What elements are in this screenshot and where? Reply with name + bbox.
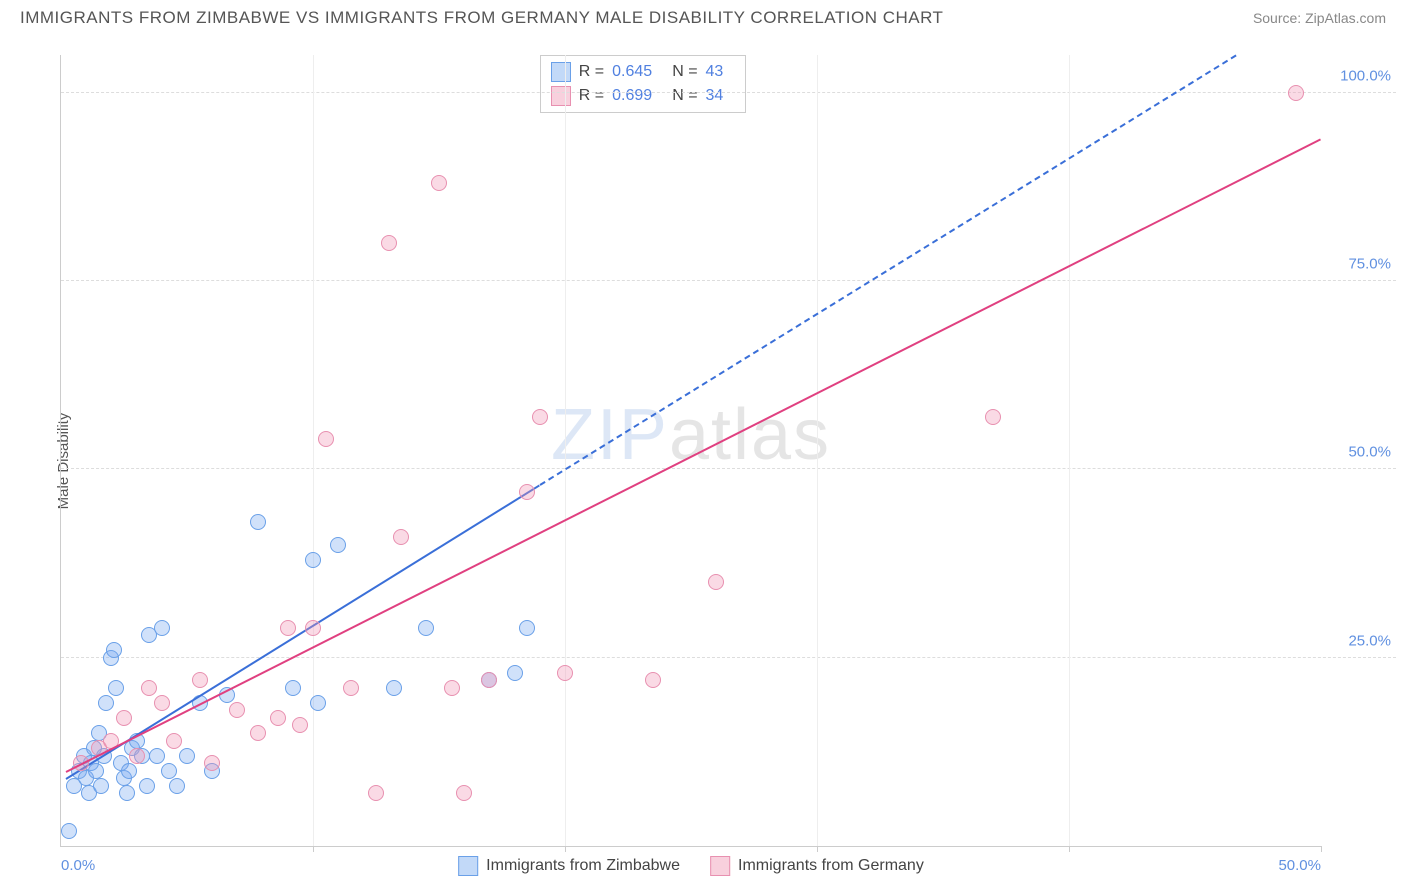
- gridline-h: [61, 280, 1396, 281]
- data-point: [106, 642, 122, 658]
- legend-swatch: [551, 62, 571, 82]
- data-point: [61, 823, 77, 839]
- plot-area: ZIPatlas R =0.645N =43R =0.699N =34 Immi…: [60, 55, 1321, 847]
- data-point: [305, 620, 321, 636]
- legend-item: Immigrants from Zimbabwe: [458, 856, 680, 876]
- data-point: [88, 763, 104, 779]
- x-tick: [817, 846, 818, 852]
- data-point: [250, 725, 266, 741]
- data-point: [166, 733, 182, 749]
- stats-legend: R = 0.645 N = 43 R = 0.699 N = 34: [540, 55, 747, 113]
- data-point: [310, 695, 326, 711]
- x-tick: [565, 846, 566, 852]
- gridline-v: [565, 55, 566, 846]
- stat-r-label: R =: [579, 63, 604, 81]
- stat-n-label: N =: [672, 87, 697, 105]
- y-tick-label: 50.0%: [1348, 444, 1391, 461]
- stat-n-label: N =: [672, 63, 697, 81]
- data-point: [431, 175, 447, 191]
- legend-swatch: [551, 86, 571, 106]
- y-tick-label: 25.0%: [1348, 632, 1391, 649]
- stats-row: R = 0.699 N = 34: [551, 84, 736, 108]
- stat-r-value: 0.645: [612, 63, 652, 81]
- data-point: [444, 680, 460, 696]
- x-tick: [1321, 846, 1322, 852]
- data-point: [93, 778, 109, 794]
- data-point: [292, 717, 308, 733]
- data-point: [507, 665, 523, 681]
- data-point: [154, 620, 170, 636]
- data-point: [270, 710, 286, 726]
- data-point: [393, 529, 409, 545]
- y-tick-label: 75.0%: [1348, 256, 1391, 273]
- data-point: [318, 431, 334, 447]
- data-point: [229, 702, 245, 718]
- trend-line-extension: [539, 55, 1236, 486]
- data-point: [108, 680, 124, 696]
- gridline-v: [817, 55, 818, 846]
- data-point: [129, 748, 145, 764]
- legend-swatch: [458, 856, 478, 876]
- legend-label: Immigrants from Zimbabwe: [486, 857, 680, 875]
- data-point: [280, 620, 296, 636]
- data-point: [116, 710, 132, 726]
- series-legend: Immigrants from Zimbabwe Immigrants from …: [458, 856, 924, 876]
- data-point: [119, 785, 135, 801]
- data-point: [204, 755, 220, 771]
- chart-title: IMMIGRANTS FROM ZIMBABWE VS IMMIGRANTS F…: [20, 8, 943, 28]
- data-point: [985, 409, 1001, 425]
- data-point: [139, 778, 155, 794]
- data-point: [169, 778, 185, 794]
- data-point: [179, 748, 195, 764]
- data-point: [519, 484, 535, 500]
- trend-line: [66, 138, 1322, 773]
- y-tick-label: 100.0%: [1340, 67, 1391, 84]
- data-point: [532, 409, 548, 425]
- data-point: [456, 785, 472, 801]
- gridline-v: [313, 55, 314, 846]
- data-point: [557, 665, 573, 681]
- data-point: [121, 763, 137, 779]
- gridline-v: [1069, 55, 1070, 846]
- stat-r-value: 0.699: [612, 87, 652, 105]
- data-point: [708, 574, 724, 590]
- data-point: [418, 620, 434, 636]
- x-tick: [313, 846, 314, 852]
- x-tick-label: 0.0%: [61, 857, 95, 874]
- stat-n-value: 43: [706, 63, 724, 81]
- legend-label: Immigrants from Germany: [738, 857, 924, 875]
- data-point: [250, 514, 266, 530]
- data-point: [481, 672, 497, 688]
- data-point: [645, 672, 661, 688]
- data-point: [343, 680, 359, 696]
- x-tick-label: 50.0%: [1278, 857, 1321, 874]
- data-point: [381, 235, 397, 251]
- data-point: [285, 680, 301, 696]
- data-point: [141, 680, 157, 696]
- data-point: [368, 785, 384, 801]
- data-point: [98, 695, 114, 711]
- gridline-h: [61, 92, 1396, 93]
- data-point: [305, 552, 321, 568]
- data-point: [192, 672, 208, 688]
- data-point: [149, 748, 165, 764]
- x-tick: [1069, 846, 1070, 852]
- stat-n-value: 34: [706, 87, 724, 105]
- source-link[interactable]: ZipAtlas.com: [1305, 10, 1386, 26]
- data-point: [330, 537, 346, 553]
- data-point: [154, 695, 170, 711]
- gridline-h: [61, 468, 1396, 469]
- data-point: [161, 763, 177, 779]
- source-attribution: Source: ZipAtlas.com: [1253, 10, 1386, 26]
- data-point: [386, 680, 402, 696]
- legend-swatch: [710, 856, 730, 876]
- legend-item: Immigrants from Germany: [710, 856, 924, 876]
- chart-container: Male Disability ZIPatlas R =0.645N =43R …: [20, 40, 1396, 882]
- data-point: [1288, 85, 1304, 101]
- stat-r-label: R =: [579, 87, 604, 105]
- stats-row: R = 0.645 N = 43: [551, 60, 736, 84]
- data-point: [519, 620, 535, 636]
